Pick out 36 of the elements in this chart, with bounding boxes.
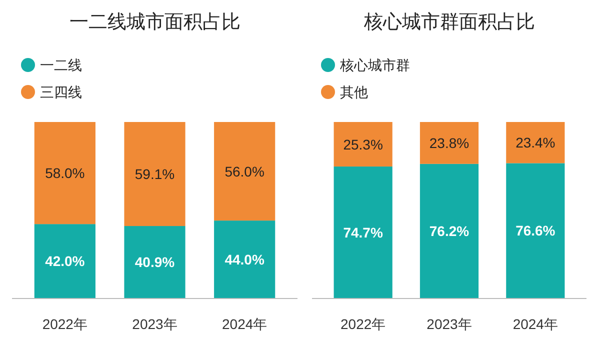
bar bbox=[333, 166, 392, 298]
bar bbox=[34, 122, 96, 224]
bar bbox=[124, 122, 186, 226]
data-label: 76.2% bbox=[428, 222, 470, 239]
data-label: 58.0% bbox=[45, 165, 85, 182]
data-label: 40.9% bbox=[134, 254, 176, 270]
bar bbox=[506, 122, 564, 164]
data-label: 74.7% bbox=[342, 224, 383, 240]
bar bbox=[34, 224, 96, 298]
data-label: 44.0% bbox=[224, 251, 265, 268]
legend-label: 其他 bbox=[340, 84, 368, 100]
x-tick-label: 2024年 bbox=[222, 316, 268, 332]
bar bbox=[419, 122, 478, 164]
x-tick-label: 2022年 bbox=[42, 316, 88, 332]
legend-label: 三四线 bbox=[40, 84, 82, 100]
bar bbox=[214, 220, 276, 298]
x-tick-label: 2022年 bbox=[340, 316, 386, 332]
data-label: 25.3% bbox=[342, 136, 382, 152]
data-label: 42.0% bbox=[45, 253, 86, 270]
bar bbox=[214, 122, 276, 221]
legend-label: 一二线 bbox=[40, 57, 82, 73]
bar bbox=[124, 226, 186, 298]
x-tick-label: 2023年 bbox=[426, 316, 472, 332]
x-tick-label: 2024年 bbox=[512, 316, 558, 332]
data-label: 23.8% bbox=[428, 134, 469, 151]
chart-title: 核心城市群面积占比 bbox=[362, 11, 534, 33]
data-label: 76.6% bbox=[515, 222, 556, 239]
bar bbox=[333, 122, 392, 167]
data-label: 56.0% bbox=[224, 163, 264, 180]
x-tick-label: 2023年 bbox=[132, 316, 178, 332]
data-label: 23.4% bbox=[515, 134, 555, 151]
bar bbox=[419, 164, 478, 298]
bar bbox=[506, 163, 564, 298]
data-label: 59.1% bbox=[134, 166, 175, 182]
chart-title: 一二线城市面积占比 bbox=[69, 11, 240, 33]
legend-label: 核心城市群 bbox=[338, 57, 410, 73]
